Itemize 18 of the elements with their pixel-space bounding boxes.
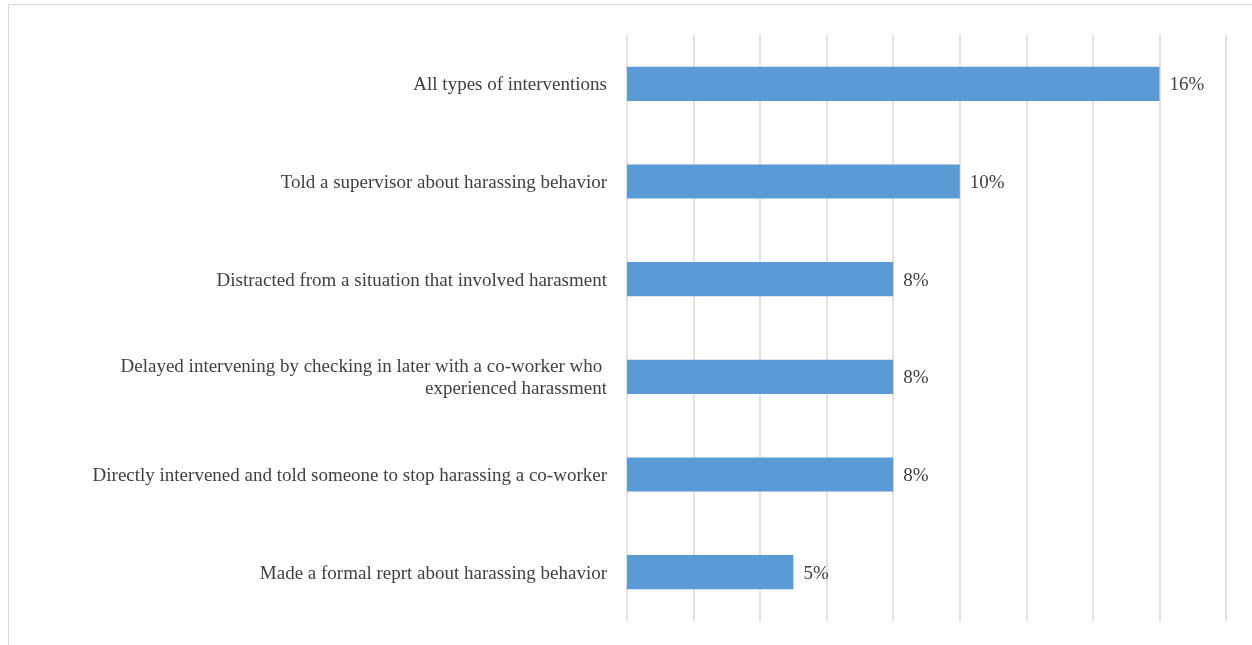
data-label: 10% xyxy=(969,171,1005,192)
bar xyxy=(627,359,894,394)
data-label: 8% xyxy=(903,268,929,290)
bar xyxy=(627,262,894,297)
bar xyxy=(627,164,960,199)
y-tick-label: All types of interventions xyxy=(413,73,607,95)
y-tick-label: Distracted from a situation that involved harasment xyxy=(216,268,608,290)
y-tick-label: Told a supervisor about harassing behavior xyxy=(280,171,608,192)
y-tick-label: Delayed intervening by checking in later with a co-worker who experienced harassment xyxy=(120,355,608,399)
data-label: 5% xyxy=(803,561,829,583)
bar xyxy=(627,66,1160,101)
y-tick-label: Made a formal reprt about harassing behavior xyxy=(259,561,608,583)
data-label: 8% xyxy=(903,366,929,388)
data-label: 8% xyxy=(903,464,929,485)
bar xyxy=(627,457,894,492)
data-label: 16% xyxy=(1169,73,1205,95)
y-tick-label: Directly intervened and told someone to stop harassing a co-worker xyxy=(92,464,608,485)
bar xyxy=(627,555,794,590)
